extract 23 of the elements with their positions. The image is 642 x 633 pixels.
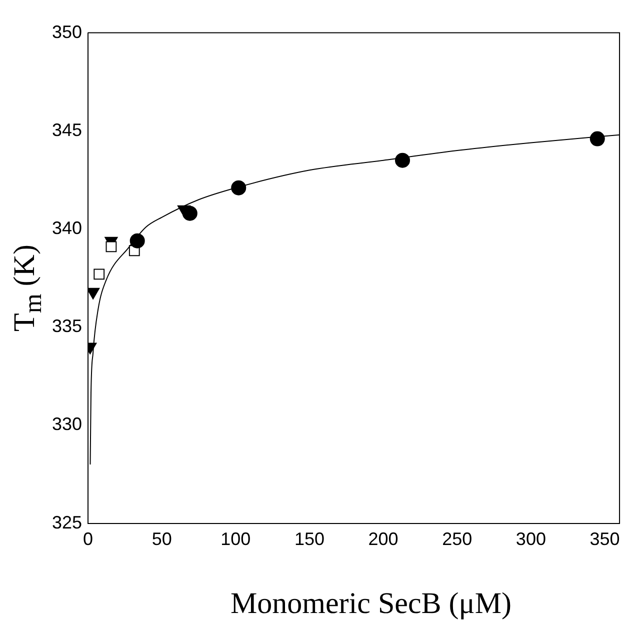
x-tick-label: 100 — [220, 529, 251, 550]
point — [182, 206, 198, 221]
point — [88, 288, 100, 300]
x-tick-label: 0 — [83, 529, 94, 550]
point — [231, 180, 246, 196]
point — [106, 241, 117, 252]
y-tick-label: 350 — [52, 22, 82, 42]
x-tick-label: 150 — [294, 529, 325, 550]
x-axis-title: Monomeric SecB (μM) — [229, 587, 513, 621]
x-tick-label: 250 — [442, 529, 472, 550]
x-tick-label: 200 — [368, 529, 398, 550]
point — [395, 152, 410, 168]
x-tick-label: 350 — [590, 529, 620, 550]
point — [94, 268, 105, 280]
y-tick-label: 340 — [52, 218, 82, 238]
point — [130, 233, 145, 248]
y-tick-label: 345 — [52, 120, 82, 140]
y-tick-label: 335 — [52, 316, 82, 336]
x-tick-label: 300 — [516, 529, 546, 550]
y-tick-label: 330 — [52, 414, 82, 434]
x-tick-label: 50 — [152, 529, 172, 550]
y-tick-label: 325 — [52, 512, 82, 532]
point — [590, 131, 605, 146]
